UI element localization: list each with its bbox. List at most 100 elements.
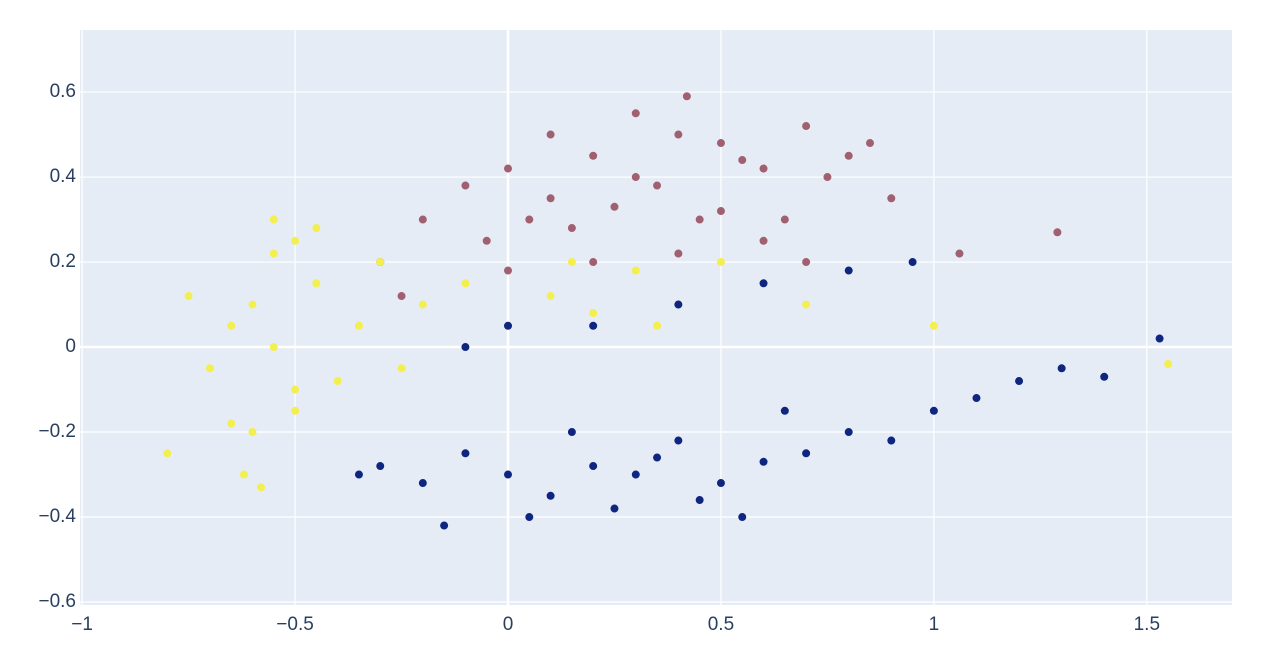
point: [504, 321, 513, 330]
point: [1015, 377, 1024, 386]
point: [546, 491, 555, 500]
point: [333, 377, 342, 386]
point: [759, 164, 768, 173]
point: [567, 258, 576, 267]
point: [780, 215, 789, 224]
point: [269, 249, 278, 258]
point: [955, 249, 964, 258]
x-tick-label: 1.5: [1134, 614, 1160, 635]
point: [844, 266, 853, 275]
point: [674, 249, 683, 258]
point: [1155, 334, 1164, 343]
point: [802, 449, 811, 458]
point: [610, 504, 619, 513]
point: [695, 496, 704, 505]
point: [239, 470, 248, 479]
point: [418, 215, 427, 224]
point: [589, 151, 598, 160]
point: [567, 428, 576, 437]
point: [610, 202, 619, 211]
point: [461, 343, 470, 352]
point: [1057, 364, 1066, 373]
point: [418, 300, 427, 309]
y-tick-label: 0.2: [50, 251, 76, 272]
point: [504, 470, 513, 479]
point: [823, 173, 832, 182]
point: [682, 92, 691, 101]
point: [589, 462, 598, 471]
y-tick-label: −0.4: [38, 506, 76, 527]
y-tick-label: −0.6: [38, 591, 76, 612]
point: [312, 224, 321, 233]
point: [716, 479, 725, 488]
point: [269, 343, 278, 352]
point: [525, 215, 534, 224]
point: [844, 151, 853, 160]
x-tick-label: −1: [71, 614, 93, 635]
point: [482, 236, 491, 245]
point: [546, 130, 555, 139]
point: [440, 521, 449, 530]
point: [1164, 360, 1173, 369]
point: [376, 462, 385, 471]
plot-background: [80, 30, 1232, 605]
point: [256, 483, 265, 492]
point: [504, 266, 513, 275]
x-tick-label: 1: [929, 614, 940, 635]
point: [653, 321, 662, 330]
x-tick-label: −0.5: [276, 614, 314, 635]
point: [802, 258, 811, 267]
point: [589, 321, 598, 330]
point: [844, 428, 853, 437]
point: [205, 364, 214, 373]
point: [546, 292, 555, 301]
point: [397, 292, 406, 301]
point: [929, 406, 938, 415]
x-tick-label: 0: [503, 614, 514, 635]
point: [802, 300, 811, 309]
point: [674, 130, 683, 139]
point: [759, 236, 768, 245]
point: [589, 309, 598, 318]
point: [716, 258, 725, 267]
point: [631, 470, 640, 479]
point: [866, 139, 875, 148]
x-tick-label: 0.5: [708, 614, 734, 635]
point: [461, 279, 470, 288]
point: [376, 258, 385, 267]
point: [631, 266, 640, 275]
point: [738, 156, 747, 165]
point: [929, 321, 938, 330]
point: [354, 470, 363, 479]
point: [269, 215, 278, 224]
point: [525, 513, 534, 522]
point: [354, 321, 363, 330]
point: [972, 394, 981, 403]
y-tick-label: 0.6: [50, 81, 76, 102]
point: [674, 436, 683, 445]
point: [546, 194, 555, 203]
point: [695, 215, 704, 224]
point: [1053, 228, 1062, 237]
point: [589, 258, 598, 267]
point: [397, 364, 406, 373]
point: [759, 457, 768, 466]
point: [227, 419, 236, 428]
point: [908, 258, 917, 267]
point: [567, 224, 576, 233]
point: [674, 300, 683, 309]
point: [418, 479, 427, 488]
y-tick-label: −0.2: [38, 421, 76, 442]
point: [716, 207, 725, 216]
point: [248, 428, 257, 437]
point: [716, 139, 725, 148]
point: [504, 164, 513, 173]
point: [653, 453, 662, 462]
point: [631, 109, 640, 118]
point: [759, 279, 768, 288]
point: [163, 449, 172, 458]
point: [184, 292, 193, 301]
point: [227, 321, 236, 330]
point: [780, 406, 789, 415]
